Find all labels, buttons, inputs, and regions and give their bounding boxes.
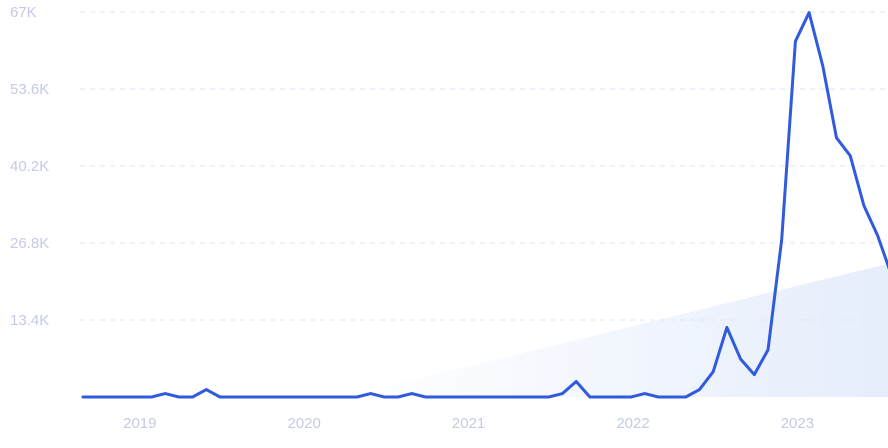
- x-tick-label: 2023: [781, 415, 814, 432]
- x-tick-label: 2022: [616, 415, 649, 432]
- y-tick-label: 40.2K: [10, 158, 49, 175]
- x-tick-label: 2020: [288, 415, 321, 432]
- y-tick-label: 53.6K: [10, 81, 49, 98]
- series-line: [81, 11, 888, 399]
- y-axis-ticks: 67K 53.6K 40.2K 26.8K 13.4K: [10, 4, 49, 329]
- y-tick-label: 67K: [10, 4, 37, 21]
- y-tick-label: 26.8K: [10, 235, 49, 252]
- grid-lines: [80, 11, 888, 321]
- trend-area: [343, 263, 888, 397]
- x-axis-ticks: 2019 2020 2021 2022 2023: [123, 415, 814, 432]
- y-tick-label: 13.4K: [10, 312, 49, 329]
- x-tick-label: 2019: [123, 415, 156, 432]
- x-tick-label: 2021: [452, 415, 485, 432]
